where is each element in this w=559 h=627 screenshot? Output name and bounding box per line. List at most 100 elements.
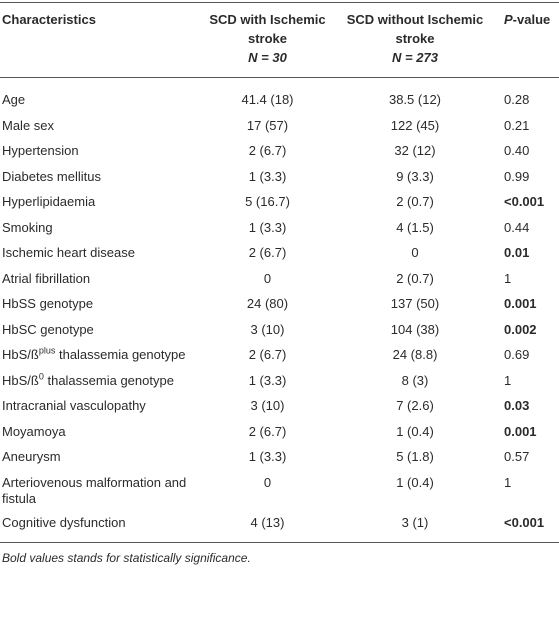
value-cell: 137 (50) <box>390 296 440 311</box>
row-label: HbSS genotype <box>2 296 94 311</box>
label-cell: Hypertension <box>0 139 205 165</box>
footnote: Bold values stands for statistically sig… <box>2 551 251 565</box>
label-cell: Hyperlipidaemia <box>0 190 205 216</box>
row-label: Age <box>2 92 26 107</box>
table-row: Hypertension 2 (6.7) 32 (12) 0.40 <box>0 139 559 165</box>
value-cell: 3 (10) <box>250 321 285 337</box>
p-value-cell: 0.002 <box>504 321 537 337</box>
label-cell: Arteriovenous malformation and fistula <box>0 471 205 511</box>
data-table: Characteristics SCD with Ischemic stroke… <box>0 2 559 543</box>
value-cell: 1 (3.3) <box>248 372 287 388</box>
label-cell: Atrial fibrillation <box>0 267 205 293</box>
row-label: Ischemic heart disease <box>2 245 135 260</box>
header-cell: Characteristics <box>0 2 205 78</box>
table-row: Atrial fibrillation 0 2 (0.7) 1 <box>0 267 559 293</box>
p-value-cell: 0.28 <box>504 92 530 107</box>
label-cell: Cognitive dysfunction <box>0 510 205 543</box>
p-value-cell: 0.21 <box>504 117 530 133</box>
value-cell: 3 (1) <box>330 510 500 543</box>
row-label: Aneurysm <box>2 449 61 464</box>
value-cell: 4 (13) <box>205 510 330 543</box>
table-row: Cognitive dysfunction 4 (13) 3 (1) <0.001 <box>0 510 559 543</box>
label-cell: Male sex <box>0 114 205 140</box>
header-row: Characteristics SCD with Ischemic stroke… <box>0 2 559 78</box>
header-cell: P-value <box>500 2 559 78</box>
p-value-cell: 0.001 <box>504 296 537 311</box>
label-cell: Moyamoya <box>0 420 205 446</box>
row-label: HbS/ß <box>2 347 39 362</box>
table-row: Moyamoya 2 (6.7) 1 (0.4) 0.001 <box>0 420 559 446</box>
value-cell: 2 (0.7) <box>396 194 434 209</box>
value-cell: 1 (0.4) <box>396 474 434 490</box>
table-row: Hyperlipidaemia 5 (16.7) 2 (0.7) <0.001 <box>0 190 559 216</box>
table-body: Age 41.4 (18) 38.5 (12) 0.28 Male sex 17 (57)… <box>0 78 559 543</box>
p-value-cell: 0.001 <box>504 423 537 439</box>
value-cell: 4 (1.5) <box>396 219 434 235</box>
table-row: Smoking 1 (3.3) 4 (1.5) 0.44 <box>0 216 559 242</box>
value-cell: 3 (10) <box>250 398 285 413</box>
value-cell: 9 (3.3) <box>396 168 434 184</box>
value-cell: 1 (3.3) <box>248 449 287 464</box>
value-cell: 0 <box>411 245 419 260</box>
value-cell: 1 (3.3) <box>248 219 287 235</box>
label-cell: HbS/ßplus thalassemia genotype <box>0 343 205 369</box>
value-cell: 2 (6.7) <box>248 143 287 158</box>
value-cell: 2 (6.7) <box>248 245 287 260</box>
table-row: Ischemic heart disease 2 (6.7) 0 0.01 <box>0 241 559 267</box>
row-label-rest: thalassemia genotype <box>55 347 186 362</box>
table-row: Aneurysm 1 (3.3) 5 (1.8) 0.57 <box>0 445 559 471</box>
label-cell: HbSC genotype <box>0 318 205 344</box>
value-cell: 24 (8.8) <box>392 347 438 362</box>
value-cell: 1 (0.4) <box>396 423 434 439</box>
row-label: HbS/ß <box>2 372 39 388</box>
p-value-cell: 1 <box>504 270 512 286</box>
table-row: Diabetes mellitus 1 (3.3) 9 (3.3) 0.99 <box>0 165 559 191</box>
header-cell: SCD without Ischemic stroke N = 273 <box>330 2 500 78</box>
p-value-cell: 0.01 <box>504 245 530 260</box>
value-cell: 0 <box>263 270 272 286</box>
header-text: P <box>504 12 513 27</box>
row-label: Moyamoya <box>2 423 66 439</box>
header-n: N = 273 <box>392 50 438 65</box>
header-text: -value <box>512 12 551 27</box>
row-label: Cognitive dysfunction <box>2 514 126 530</box>
p-value-cell: 0.03 <box>504 398 530 413</box>
row-label: Smoking <box>2 219 53 235</box>
value-cell: 8 (3) <box>401 372 429 388</box>
value-cell: 5 (1.8) <box>396 449 434 464</box>
row-label: Diabetes mellitus <box>2 168 101 184</box>
row-label: HbSC genotype <box>2 321 94 337</box>
label-cell: Intracranial vasculopathy <box>0 394 205 420</box>
table-row: Male sex 17 (57) 122 (45) 0.21 <box>0 114 559 140</box>
p-value-cell: 1 <box>504 474 512 490</box>
row-label: Arteriovenous malformation and fistula <box>2 474 187 506</box>
row-label: Hyperlipidaemia <box>2 194 96 209</box>
value-cell: 38.5 (12) <box>388 92 442 107</box>
label-cell: HbSS genotype <box>0 292 205 318</box>
table-row: HbSC genotype 3 (10) 104 (38) 0.002 <box>0 318 559 344</box>
p-value-cell: <0.001 <box>504 194 545 209</box>
p-value-cell: 0.99 <box>504 168 530 184</box>
p-value-cell: 0.57 <box>504 449 530 464</box>
header-cell: SCD with Ischemic stroke N = 30 <box>205 2 330 78</box>
value-cell: 17 (57) <box>246 117 289 133</box>
label-cell: Ischemic heart disease <box>0 241 205 267</box>
p-value-cell: 0.44 <box>504 219 530 235</box>
row-label: Hypertension <box>2 143 79 158</box>
header-n: N = 30 <box>248 50 287 65</box>
header-text: Characteristics <box>2 12 96 27</box>
value-cell: 1 (3.3) <box>248 168 287 184</box>
label-cell: Diabetes mellitus <box>0 165 205 191</box>
value-cell: 32 (12) <box>394 143 436 158</box>
table-row: HbS/ßplus thalassemia genotype 2 (6.7) 24 … <box>0 343 559 369</box>
value-cell: 2 (0.7) <box>396 270 434 286</box>
value-cell: 24 (80) <box>246 296 289 311</box>
table-row: Intracranial vasculopathy 3 (10) 7 (2.6) 0.… <box>0 394 559 420</box>
p-value-cell: 1 <box>504 372 512 388</box>
value-cell: 2 (6.7) <box>248 347 287 362</box>
value-cell: 41.4 (18) <box>241 92 294 107</box>
value-cell: 0 <box>263 474 272 490</box>
p-value-cell: <0.001 <box>500 510 559 543</box>
value-cell: 122 (45) <box>390 117 440 133</box>
